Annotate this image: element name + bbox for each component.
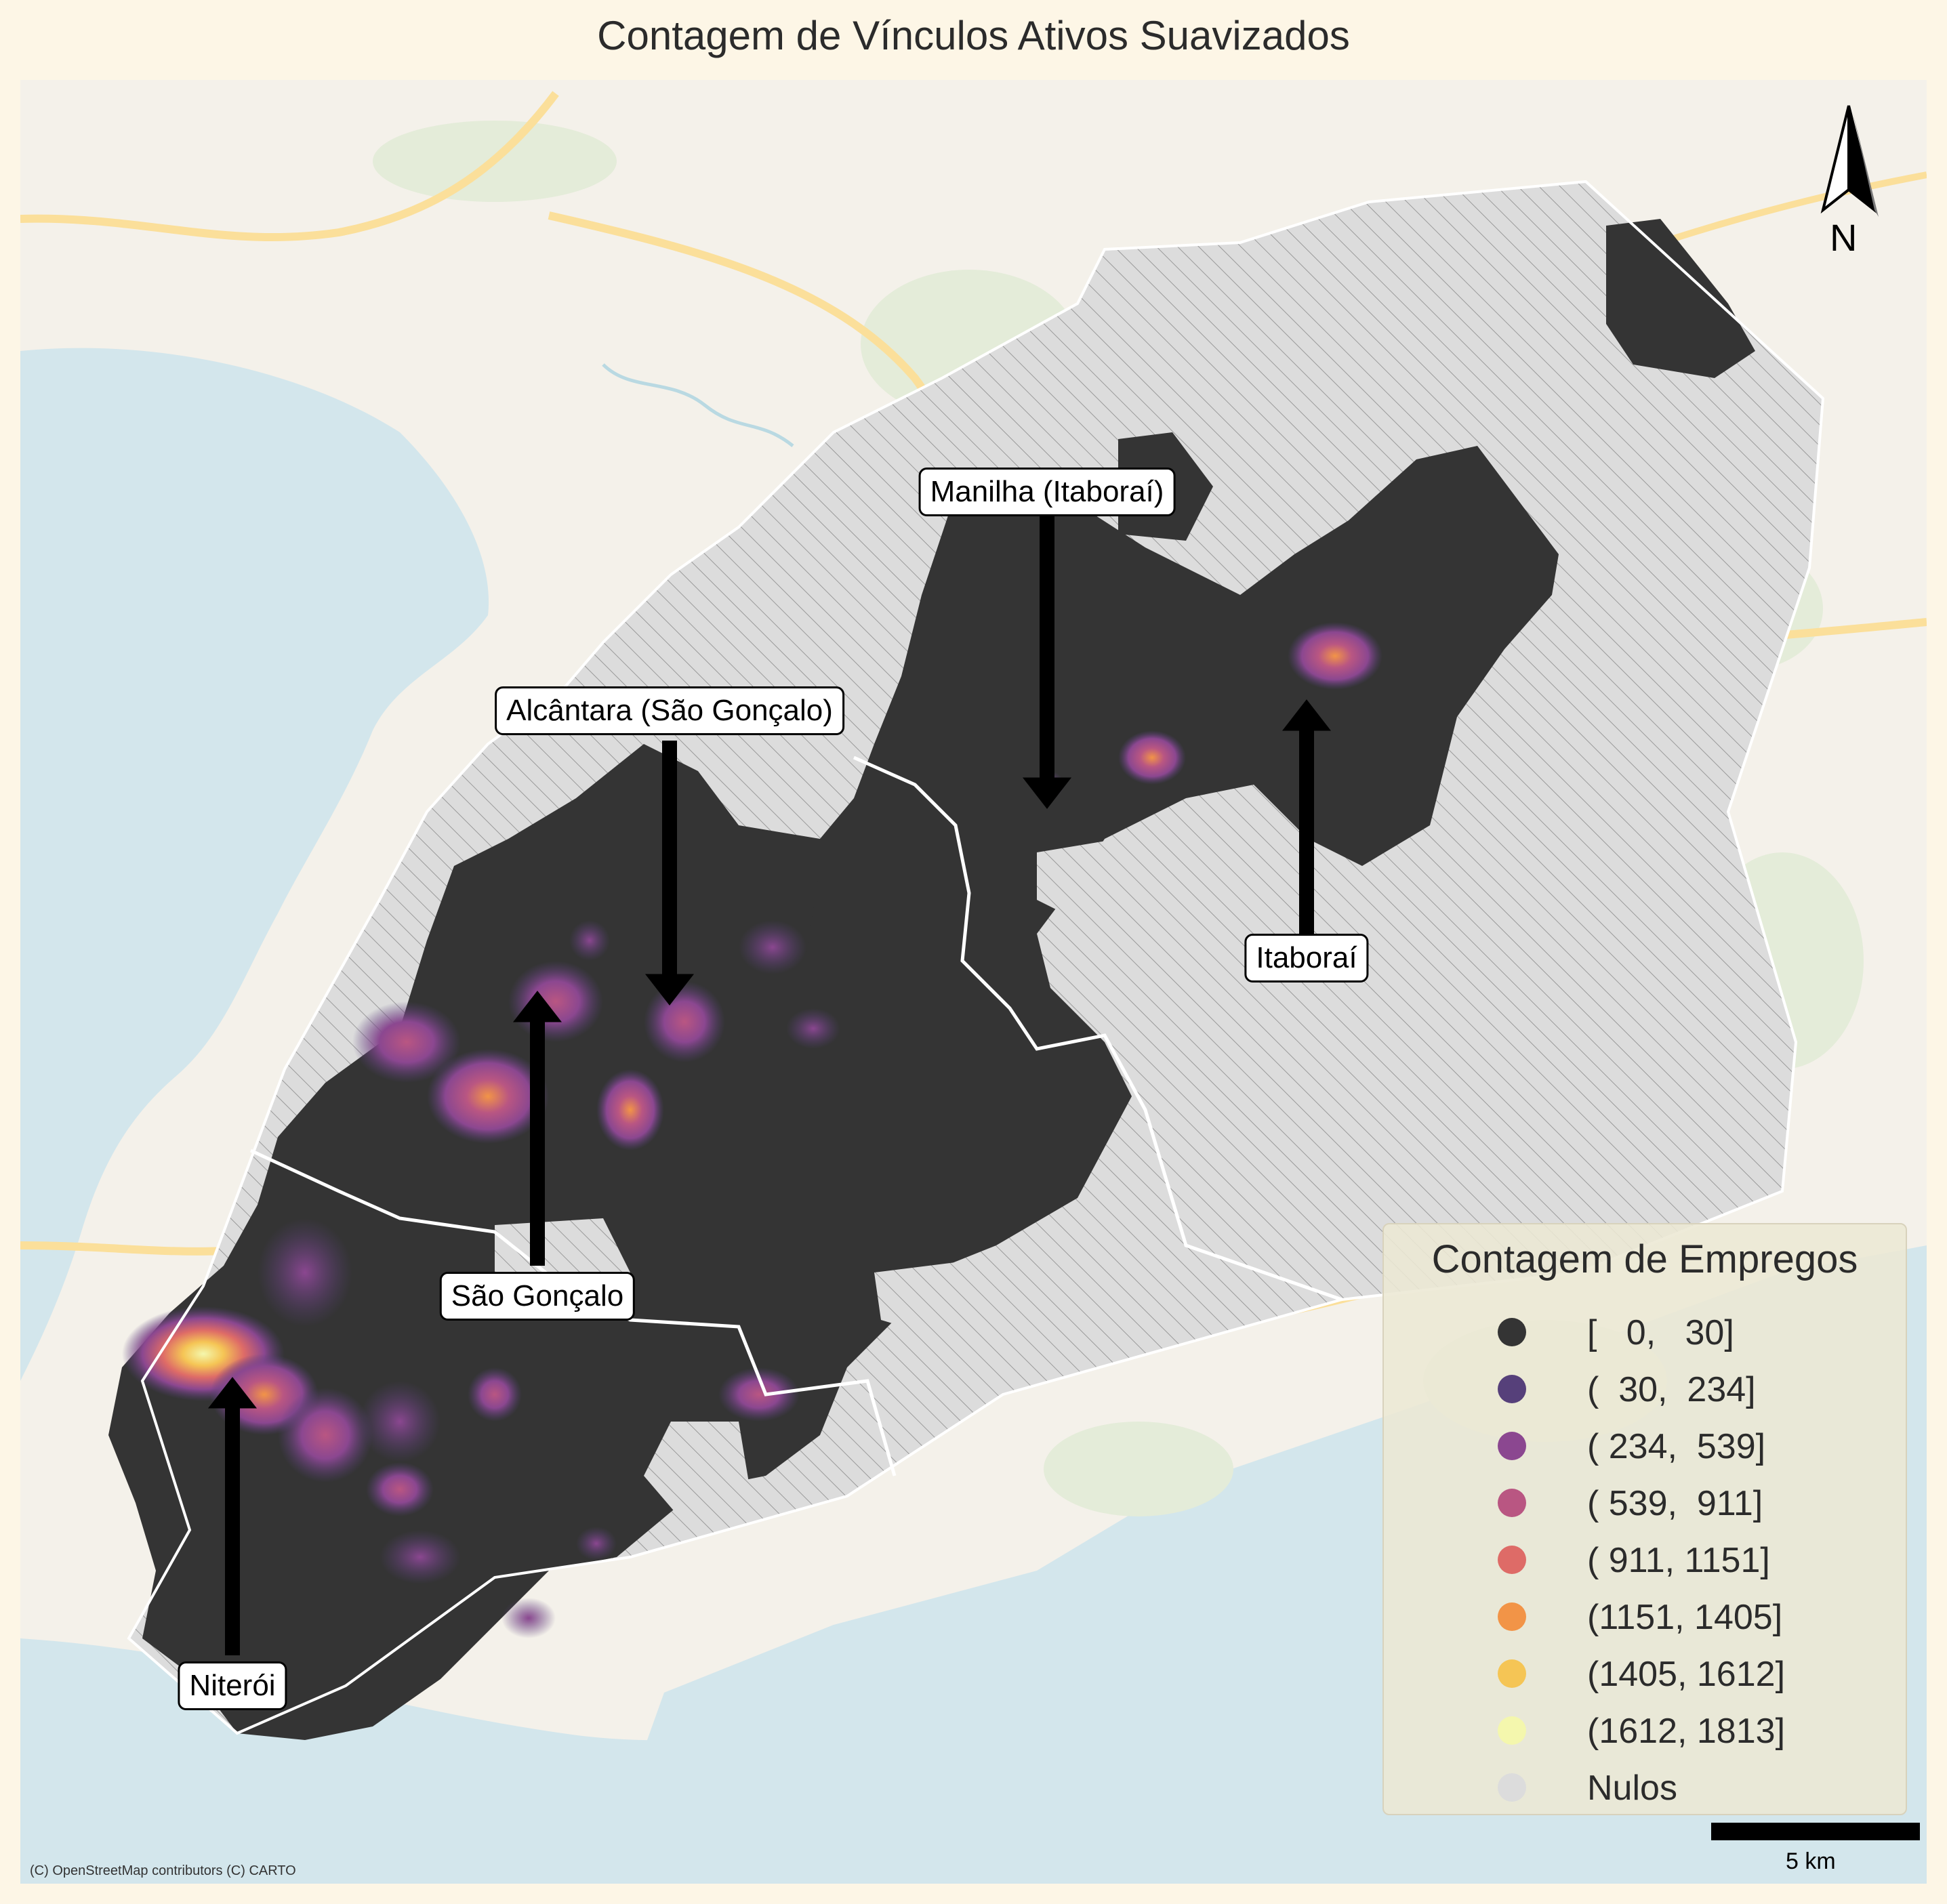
hotspot — [380, 1530, 461, 1584]
callout-niteroi: Niterói — [178, 1661, 287, 1710]
municipal-border — [853, 756, 1343, 1302]
hotspot — [576, 1527, 617, 1560]
hotspot — [786, 1008, 840, 1049]
hotspot — [258, 1218, 352, 1327]
map-title: Contagem de Vínculos Ativos Suavizados — [597, 13, 1350, 58]
road — [20, 91, 559, 241]
region-outline — [127, 180, 1825, 1735]
legend-label: ( 30, 234] — [1587, 1370, 1756, 1409]
callout-manilha: Manilha (Itaboraí) — [918, 468, 1176, 516]
scale-bar — [1711, 1823, 1920, 1840]
callout-alcantara: Alcântara (São Gonçalo) — [495, 686, 844, 735]
hotspot — [508, 961, 603, 1042]
hotspot — [739, 920, 806, 974]
hotspot — [278, 1388, 373, 1483]
legend-label: Nulos — [1587, 1768, 1677, 1808]
callout-arrows — [207, 514, 1332, 1655]
null-hole — [1037, 839, 1139, 920]
null-hole — [874, 1259, 1010, 1340]
legend-swatch — [1498, 1546, 1526, 1574]
legend-label: [ 0, 30] — [1587, 1313, 1734, 1352]
legend-swatch — [1498, 1716, 1526, 1745]
legend-item: Nulos — [1384, 1766, 1906, 1808]
bay-water — [20, 348, 489, 1381]
river — [602, 363, 794, 447]
legend-swatch — [1498, 1489, 1526, 1517]
callout-sao-goncalo: São Gonçalo — [439, 1272, 636, 1321]
legend-item: [ 0, 30] — [1384, 1311, 1906, 1352]
north-arrow-icon — [1820, 105, 1879, 217]
hotspot — [427, 1049, 549, 1144]
legend-swatch — [1498, 1659, 1526, 1688]
legend-swatch — [1498, 1375, 1526, 1403]
hotspot — [468, 1367, 522, 1422]
legend-label: (1612, 1813] — [1587, 1712, 1786, 1751]
legend-item: ( 539, 911] — [1384, 1482, 1906, 1523]
hotspot — [596, 1069, 664, 1151]
legend-label: (1405, 1612] — [1587, 1655, 1786, 1694]
hotspot — [366, 1462, 434, 1516]
map-attribution: (C) OpenStreetMap contributors (C) CARTO — [30, 1863, 296, 1878]
legend-item: ( 234, 539] — [1384, 1425, 1906, 1466]
null-hole — [644, 1422, 752, 1523]
legend-swatch — [1498, 1602, 1526, 1631]
green-area — [1044, 1422, 1233, 1516]
basemap-svg — [20, 80, 1927, 1884]
legend-label: ( 911, 1151] — [1587, 1541, 1770, 1580]
hotspot — [352, 1001, 461, 1083]
legend-item: (1612, 1813] — [1384, 1710, 1906, 1751]
hotspot — [569, 920, 610, 961]
scale-label: 5 km — [1786, 1848, 1836, 1874]
map-canvas[interactable] — [20, 80, 1927, 1884]
hotspot — [501, 1598, 556, 1638]
legend-swatch — [1498, 1318, 1526, 1346]
hotspot — [359, 1381, 440, 1462]
hotspot — [718, 1367, 800, 1422]
legend-item: (1151, 1405] — [1384, 1596, 1906, 1637]
map-legend: Contagem de Empregos [ 0, 30] ( 30, 234] (… — [1382, 1223, 1907, 1815]
legend-swatch — [1498, 1773, 1526, 1802]
legend-swatch — [1498, 1432, 1526, 1460]
legend-label: ( 234, 539] — [1587, 1427, 1766, 1466]
legend-label: (1151, 1405] — [1587, 1598, 1783, 1637]
active-area — [108, 446, 1559, 1740]
hotspot — [1288, 622, 1382, 690]
legend-item: ( 30, 234] — [1384, 1368, 1906, 1409]
active-area — [1606, 219, 1755, 378]
callout-itaborai: Itaboraí — [1244, 934, 1369, 982]
north-label: N — [1830, 216, 1858, 259]
hotspot — [1118, 730, 1186, 785]
legend-item: (1405, 1612] — [1384, 1653, 1906, 1694]
hotspot — [644, 981, 725, 1062]
legend-item: ( 911, 1151] — [1384, 1539, 1906, 1580]
legend-label: ( 539, 911] — [1587, 1484, 1763, 1523]
legend-title: Contagem de Empregos — [1431, 1237, 1858, 1281]
